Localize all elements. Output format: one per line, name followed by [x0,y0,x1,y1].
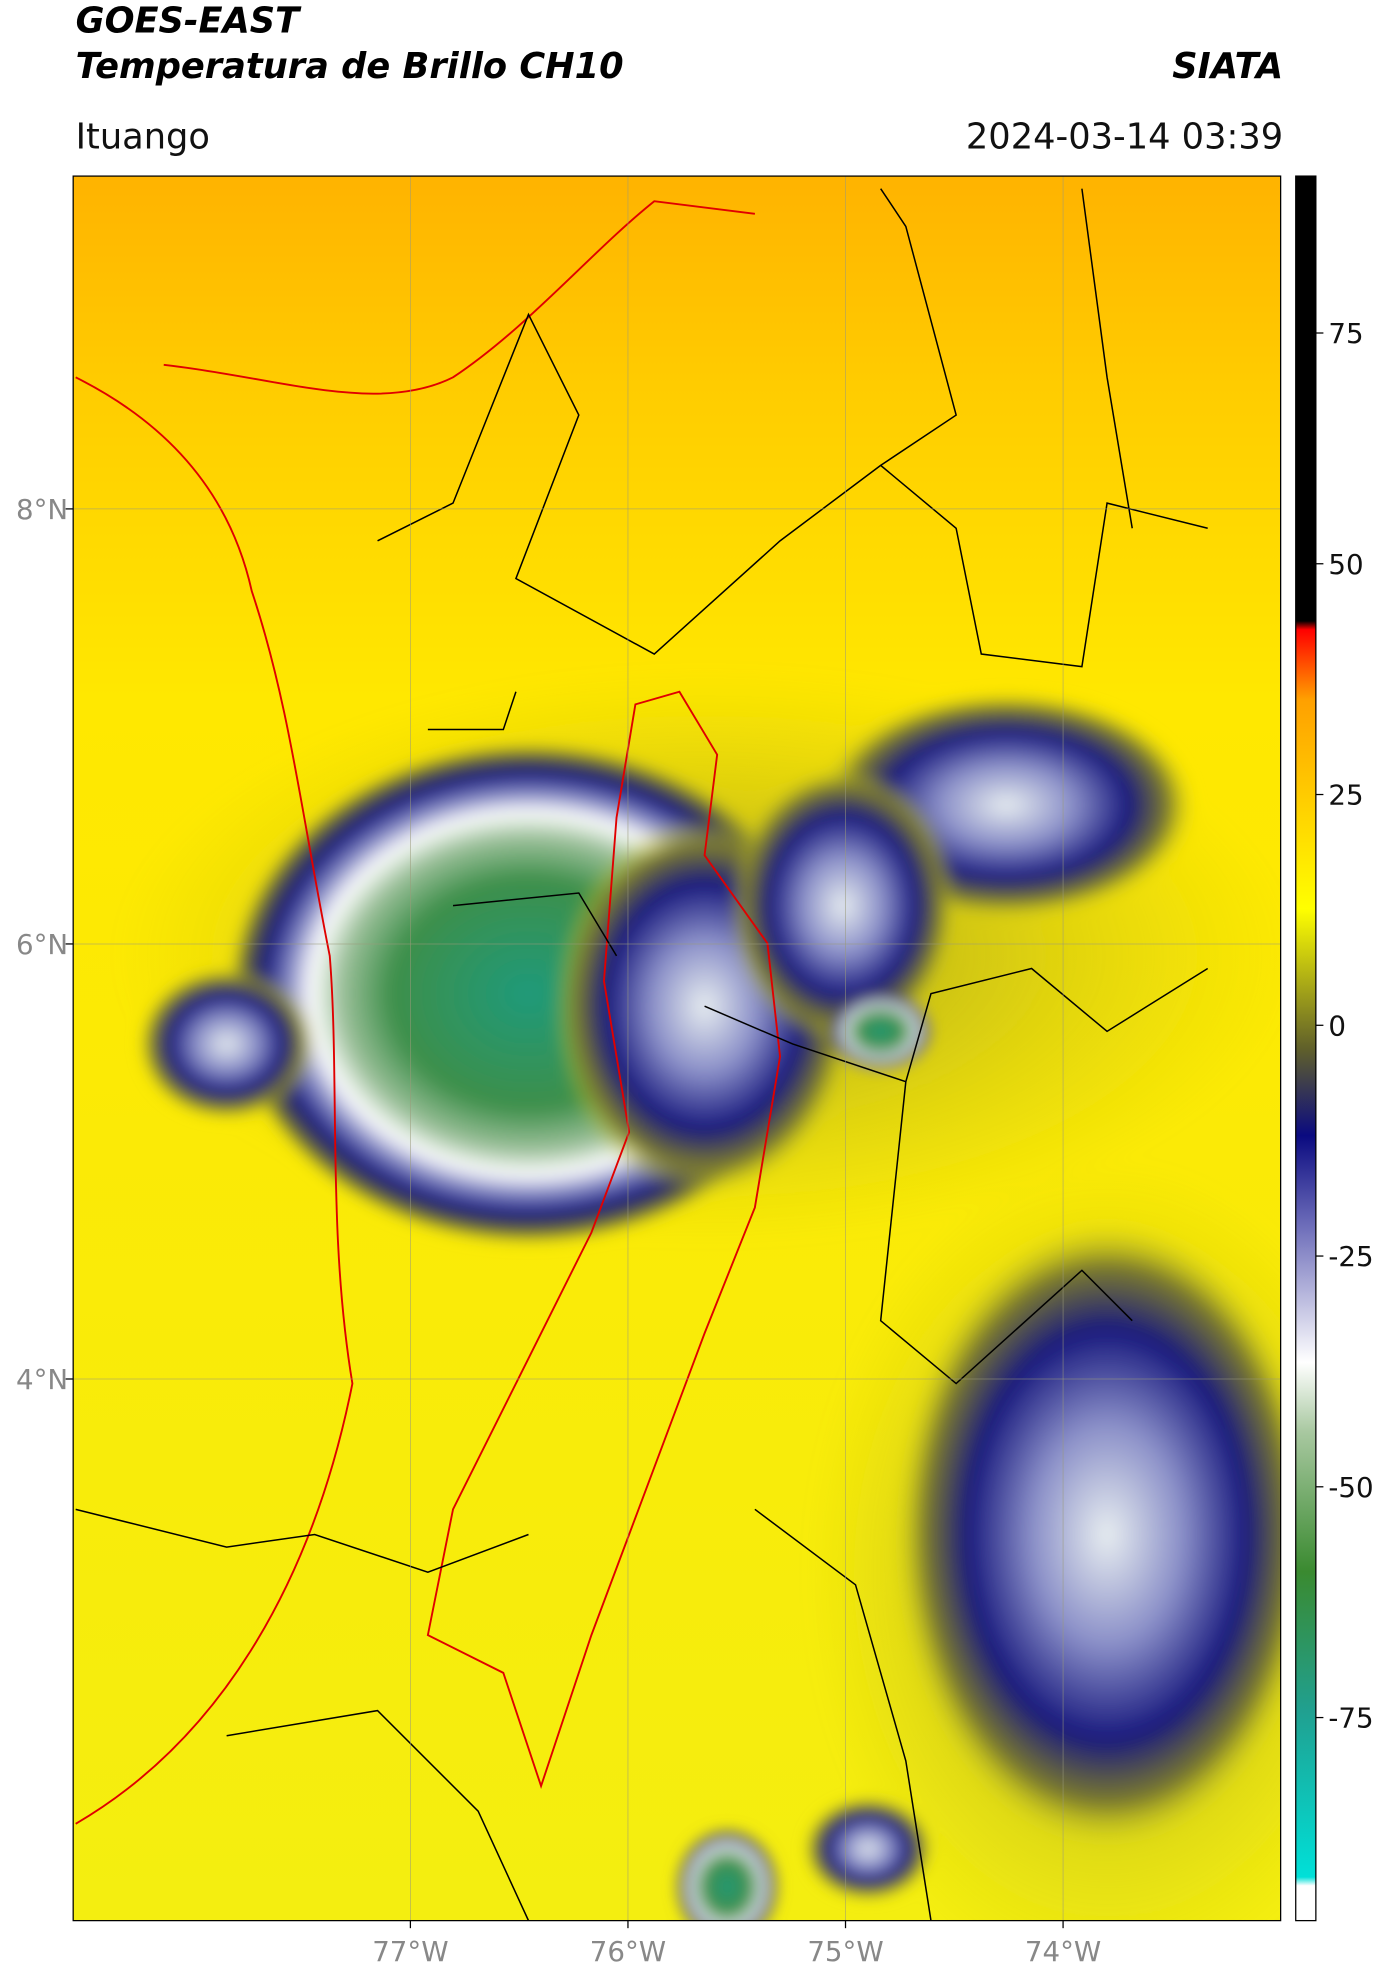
timestamp: 2024-03-14 03:39 [966,116,1283,157]
x-tick-label: 75°W [807,1935,883,1968]
subtitle: Temperatura de Brillo CH10 [76,46,624,87]
colorbar-tick-label: 25 [1328,779,1363,812]
colorbar-tick-label: 0 [1328,1009,1346,1042]
satellite-image [73,176,1281,1921]
colorbar-tick-label: -50 [1328,1471,1373,1504]
colorbar-tick-label: 75 [1328,317,1363,350]
map-frame [72,175,1282,1922]
y-tick-label: 4°N [16,1363,68,1396]
colorbar-tick-label: -25 [1328,1240,1373,1273]
x-tick-label: 74°W [1025,1935,1101,1968]
source: SIATA [1172,46,1283,87]
x-tick-label: 76°W [590,1935,666,1968]
y-tick-label: 6°N [16,928,68,961]
location: Ituango [76,116,210,157]
title: GOES-EAST [76,1,302,42]
y-tick-label: 8°N [16,493,68,526]
ticks: 77°W 76°W 75°W 74°W 8°N 6°N 4°N 75 50 25 0 -25 -50 -7… [16,317,1374,1968]
colorbar-tick-label: 50 [1328,548,1363,581]
colorbar-tick-label: -75 [1328,1702,1373,1735]
graticule [73,176,1281,1921]
colorbar [1295,175,1317,1922]
x-tick-label: 77°W [372,1935,448,1968]
